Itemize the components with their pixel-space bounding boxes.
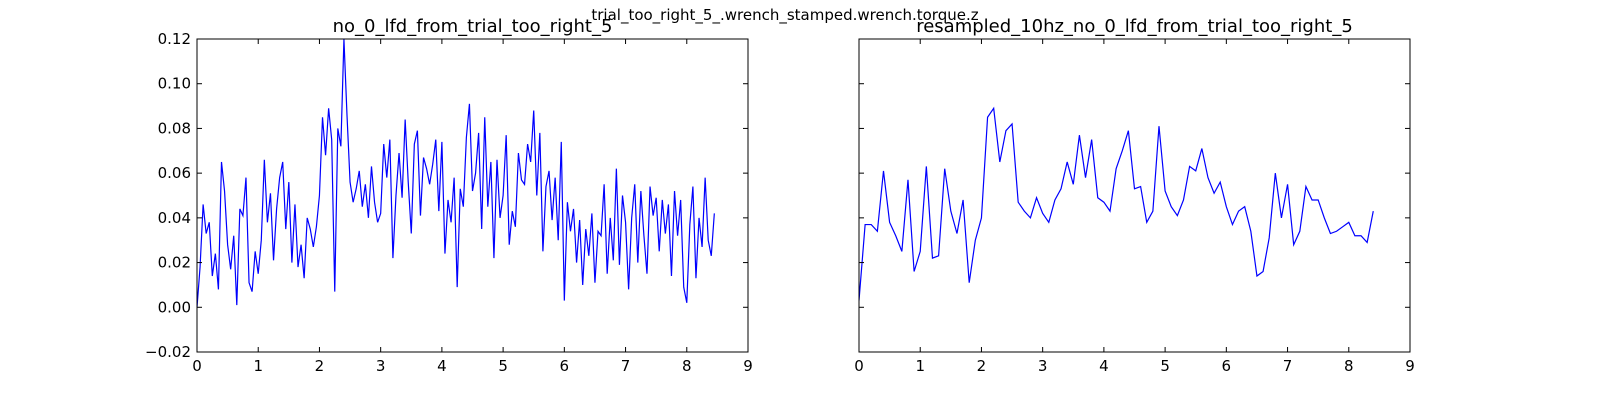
data-line <box>859 106 1374 301</box>
x-tick-label: 9 <box>743 357 753 375</box>
x-tick-label: 7 <box>1283 357 1293 375</box>
x-tick-label: 6 <box>560 357 570 375</box>
x-tick-label: 5 <box>1160 357 1170 375</box>
y-tick-label: 0.06 <box>158 164 191 182</box>
y-tick-label: 0.12 <box>158 30 191 48</box>
plot-frame <box>858 38 1411 353</box>
x-tick-label: 1 <box>915 357 925 375</box>
x-tick-label: 0 <box>854 357 864 375</box>
x-tick-label: 2 <box>977 357 987 375</box>
x-tick-label: 6 <box>1222 357 1232 375</box>
x-tick-label: 8 <box>682 357 692 375</box>
x-tick-label: 9 <box>1405 357 1415 375</box>
x-tick-label: 4 <box>1099 357 1109 375</box>
chart-title: no_0_lfd_from_trial_too_right_5 <box>333 16 613 37</box>
x-tick-label: 3 <box>376 357 386 375</box>
y-tick-label: 0.02 <box>158 254 191 272</box>
chart-title: resampled_10hz_no_0_lfd_from_trial_too_r… <box>916 16 1353 37</box>
plot-frame <box>196 38 749 353</box>
x-tick-label: 1 <box>253 357 263 375</box>
x-tick-label: 5 <box>498 357 508 375</box>
y-tick-label: 0.04 <box>158 209 191 227</box>
y-tick-label: −0.02 <box>145 343 191 361</box>
x-tick-label: 8 <box>1344 357 1354 375</box>
x-tick-label: 3 <box>1038 357 1048 375</box>
x-tick-label: 0 <box>192 357 202 375</box>
y-tick-label: 0.08 <box>158 119 191 137</box>
x-tick-label: 4 <box>437 357 447 375</box>
x-tick-label: 7 <box>621 357 631 375</box>
y-tick-label: 0.10 <box>158 75 191 93</box>
y-tick-label: 0.00 <box>158 298 191 316</box>
data-line <box>197 39 715 308</box>
figure-title: trial_too_right_5_.wrench_stamped.wrench… <box>591 6 978 25</box>
x-tick-label: 2 <box>315 357 325 375</box>
